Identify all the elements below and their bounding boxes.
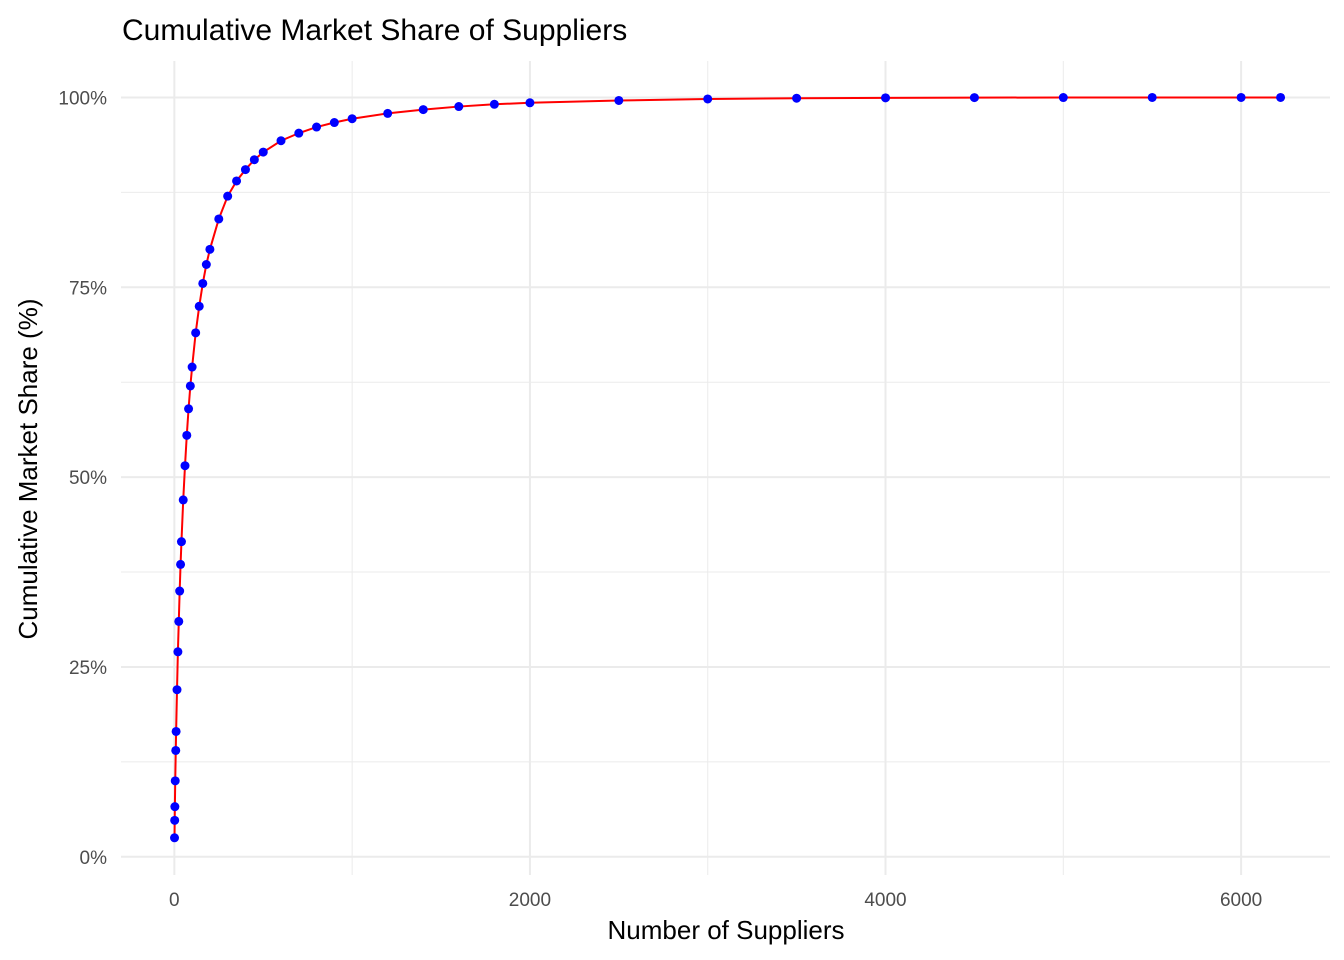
data-point xyxy=(173,647,183,657)
data-point xyxy=(329,118,339,128)
data-point xyxy=(312,122,322,132)
major-gridlines xyxy=(121,61,1330,875)
data-point xyxy=(172,685,182,695)
data-point xyxy=(184,404,194,414)
data-point xyxy=(347,114,357,124)
data-point xyxy=(223,191,233,201)
x-tick-label: 0 xyxy=(169,890,180,911)
data-point xyxy=(182,430,192,440)
data-point xyxy=(792,93,802,103)
chart-title: Cumulative Market Share of Suppliers xyxy=(122,14,627,47)
data-point xyxy=(170,802,180,812)
data-point xyxy=(383,108,393,118)
data-point xyxy=(232,176,242,186)
data-point xyxy=(170,776,180,786)
data-point xyxy=(171,745,181,755)
data-point xyxy=(1276,92,1286,102)
y-tick-label: 100% xyxy=(58,88,107,109)
data-point xyxy=(180,461,190,471)
data-point xyxy=(198,278,208,288)
data-point xyxy=(969,93,979,103)
data-point xyxy=(1147,92,1157,102)
series-line-path xyxy=(173,96,1281,838)
data-point xyxy=(249,155,259,165)
data-point xyxy=(214,214,224,224)
data-point xyxy=(176,559,186,569)
minor-gridlines xyxy=(121,61,1330,875)
cumulative-share-points xyxy=(170,92,1286,843)
y-tick-label: 25% xyxy=(69,658,107,679)
data-point xyxy=(178,495,188,505)
data-point xyxy=(205,244,215,254)
data-point xyxy=(418,105,428,115)
data-point xyxy=(185,381,195,391)
data-point xyxy=(191,328,201,338)
x-axis-tick-labels: 0 2000 4000 6000 xyxy=(169,890,1262,911)
y-axis-title: Cumulative Market Share (%) xyxy=(13,299,43,640)
data-point xyxy=(174,616,184,626)
cumulative-share-line xyxy=(173,96,1281,838)
data-point xyxy=(454,102,464,112)
data-point xyxy=(881,93,891,103)
y-axis-tick-labels: 0% 25% 50% 75% 100% xyxy=(58,88,107,868)
data-point xyxy=(240,165,250,175)
data-point xyxy=(194,301,204,311)
data-point xyxy=(175,586,185,596)
x-tick-label: 2000 xyxy=(509,890,551,911)
data-point xyxy=(614,95,624,105)
data-point xyxy=(258,147,268,157)
y-tick-label: 0% xyxy=(80,848,108,869)
data-point xyxy=(187,362,197,372)
data-point xyxy=(171,726,181,736)
data-point xyxy=(201,260,211,269)
data-point xyxy=(170,833,180,843)
data-point xyxy=(294,128,304,138)
x-tick-label: 4000 xyxy=(864,890,906,911)
x-tick-label: 6000 xyxy=(1220,890,1262,911)
data-point xyxy=(276,136,286,146)
data-point xyxy=(1236,92,1246,102)
data-point xyxy=(1058,93,1068,103)
data-point xyxy=(170,815,180,825)
data-point xyxy=(525,98,535,108)
x-axis-title: Number of Suppliers xyxy=(608,915,845,945)
data-point xyxy=(176,537,186,547)
y-tick-label: 75% xyxy=(69,278,107,299)
data-point xyxy=(489,99,499,109)
data-point xyxy=(703,94,713,104)
y-tick-label: 50% xyxy=(69,468,107,489)
